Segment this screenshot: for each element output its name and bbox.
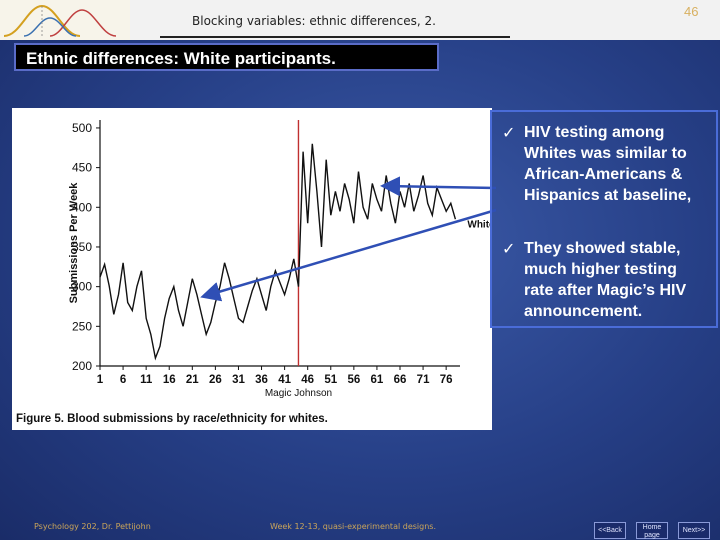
next-button[interactable]: Next>> bbox=[678, 522, 710, 539]
header-bar: Blocking variables: ethnic differences, … bbox=[0, 0, 720, 40]
x-tick-label: 21 bbox=[186, 374, 199, 386]
y-tick-label: 500 bbox=[72, 121, 92, 135]
x-tick-label: 31 bbox=[232, 374, 245, 386]
x-tick-label: 41 bbox=[278, 374, 291, 386]
series-line-white bbox=[99, 143, 457, 361]
x-axis-label: Magic Johnson bbox=[265, 388, 332, 399]
checkmark-icon: ✓ bbox=[502, 123, 516, 142]
chart-figure: 200 250 300 350 400 450 500 1 6 11 16 21 26 31 36 41 46 5… bbox=[12, 108, 495, 430]
bullet-item: ✓ They showed stable, much higher testin… bbox=[502, 238, 707, 322]
chart-caption: Figure 5. Blood submissions by race/ethn… bbox=[16, 413, 328, 425]
checkmark-icon: ✓ bbox=[502, 239, 516, 258]
y-tick-label: 350 bbox=[72, 240, 92, 254]
y-tick-label: 400 bbox=[72, 200, 92, 214]
x-tick-label: 16 bbox=[163, 374, 176, 386]
x-tick-label: 61 bbox=[371, 374, 384, 386]
normal-curve-logo-icon bbox=[0, 0, 130, 40]
x-tick-label: 71 bbox=[417, 374, 430, 386]
x-tick-label: 66 bbox=[394, 374, 407, 386]
home-button-label: page bbox=[644, 532, 660, 539]
bullet-box: ✓ HIV testing among Whites was similar t… bbox=[490, 110, 718, 328]
x-tick-label: 51 bbox=[324, 374, 337, 386]
footer-topic: Week 12-13, quasi-experimental designs. bbox=[270, 522, 436, 531]
y-tick-label: 200 bbox=[72, 359, 92, 373]
footer-course: Psychology 202, Dr. Pettijohn bbox=[34, 522, 151, 531]
x-tick-label: 6 bbox=[120, 374, 126, 386]
x-tick-label: 26 bbox=[209, 374, 222, 386]
home-button-label: Home bbox=[642, 524, 662, 531]
home-button[interactable]: Home page bbox=[636, 522, 668, 539]
series-label: White bbox=[467, 219, 492, 230]
x-tick-label: 1 bbox=[97, 374, 104, 386]
x-tick-label: 46 bbox=[301, 374, 314, 386]
header-rule bbox=[160, 36, 510, 38]
bullet-text: HIV testing among Whites was similar to … bbox=[524, 124, 692, 204]
page-number: 46 bbox=[684, 4, 699, 19]
header-title: Blocking variables: ethnic differences, … bbox=[192, 14, 436, 28]
y-tick-label: 300 bbox=[72, 280, 92, 294]
y-tick-label: 450 bbox=[72, 161, 92, 175]
section-title: Ethnic differences: White participants. bbox=[14, 43, 439, 71]
x-tick-label: 11 bbox=[140, 374, 153, 386]
y-axis-label: Submissions Per Week bbox=[68, 182, 80, 304]
bullet-item: ✓ HIV testing among Whites was similar t… bbox=[502, 122, 707, 206]
back-button[interactable]: <<Back bbox=[594, 522, 626, 539]
x-tick-label: 56 bbox=[347, 374, 360, 386]
x-tick-label: 36 bbox=[255, 374, 268, 386]
y-tick-label: 250 bbox=[72, 319, 92, 333]
x-tick-label: 76 bbox=[440, 374, 453, 386]
bullet-text: They showed stable, much higher testing … bbox=[524, 240, 687, 320]
